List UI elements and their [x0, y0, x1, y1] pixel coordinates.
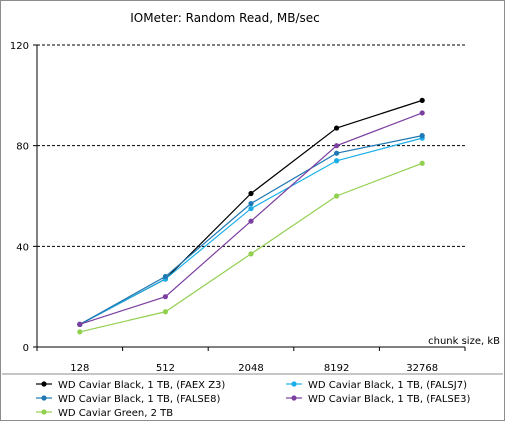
- data-point: [248, 205, 254, 212]
- data-point: [419, 160, 425, 166]
- y-tick-label: 40: [16, 242, 29, 253]
- legend-marker: [291, 395, 297, 401]
- legend-item: WD Caviar Black, 1 TB, (FALSE3): [286, 394, 470, 405]
- series-5: [77, 160, 425, 335]
- x-tick-label: 32768: [406, 363, 438, 374]
- y-tick-label: 0: [23, 343, 29, 354]
- legend-marker: [291, 381, 297, 387]
- data-point: [334, 125, 340, 131]
- series-line: [79, 137, 423, 325]
- data-point: [248, 251, 254, 257]
- data-point: [334, 143, 340, 149]
- legend-item: WD Caviar Black, 1 TB, (FALSJ7): [286, 380, 467, 391]
- data-point: [248, 218, 254, 224]
- data-point: [419, 97, 425, 103]
- data-point: [419, 133, 425, 139]
- legend-marker: [41, 381, 47, 387]
- data-point: [334, 150, 340, 156]
- series-lines: [77, 97, 425, 335]
- legend-label: WD Caviar Green, 2 TB: [58, 408, 173, 419]
- legend: WD Caviar Black, 1 TB, (FAEX Z3) WD Cavia…: [36, 380, 470, 419]
- x-tick-labels: 128 512 2048 8192 32768: [70, 363, 438, 374]
- x-tick-label: 128: [70, 363, 89, 374]
- data-point: [162, 309, 168, 315]
- axes: [33, 44, 466, 351]
- data-point: [248, 190, 254, 197]
- data-point: [334, 158, 340, 164]
- legend-item: WD Caviar Black, 1 TB, (FALSE8): [36, 394, 220, 405]
- legend-item: WD Caviar Green, 2 TB: [36, 408, 173, 419]
- legend-label: WD Caviar Black, 1 TB, (FALSE8): [58, 394, 220, 405]
- series-line: [79, 162, 423, 333]
- legend-marker: [41, 409, 47, 415]
- x-tick-label: 8192: [324, 363, 349, 374]
- series-4: [77, 110, 425, 327]
- series-line: [79, 99, 423, 325]
- y-tick-label: 80: [16, 142, 29, 153]
- data-point: [162, 273, 168, 280]
- y-tick-labels: 0 40 80 120: [10, 41, 29, 354]
- data-point: [419, 110, 425, 116]
- x-axis-label: chunk size, kB: [428, 336, 500, 347]
- legend-item: WD Caviar Black, 1 TB, (FAEX Z3): [36, 380, 225, 391]
- data-point: [77, 329, 83, 335]
- data-point: [248, 200, 254, 207]
- x-tick-label: 2048: [238, 363, 263, 374]
- legend-marker: [41, 395, 47, 401]
- data-point: [162, 294, 168, 300]
- x-tick-label: 512: [156, 363, 175, 374]
- data-point: [77, 321, 83, 327]
- legend-label: WD Caviar Black, 1 TB, (FAEX Z3): [58, 380, 225, 391]
- series-line: [79, 135, 423, 325]
- y-tick-label: 120: [10, 41, 29, 52]
- legend-label: WD Caviar Black, 1 TB, (FALSJ7): [308, 380, 467, 391]
- data-point: [334, 193, 340, 199]
- legend-label: WD Caviar Black, 1 TB, (FALSE3): [308, 394, 470, 405]
- chart-title: IOMeter: Random Read, MB/sec: [130, 11, 320, 25]
- gridlines: [37, 44, 465, 247]
- series-3: [77, 133, 425, 327]
- series-2: [77, 135, 425, 327]
